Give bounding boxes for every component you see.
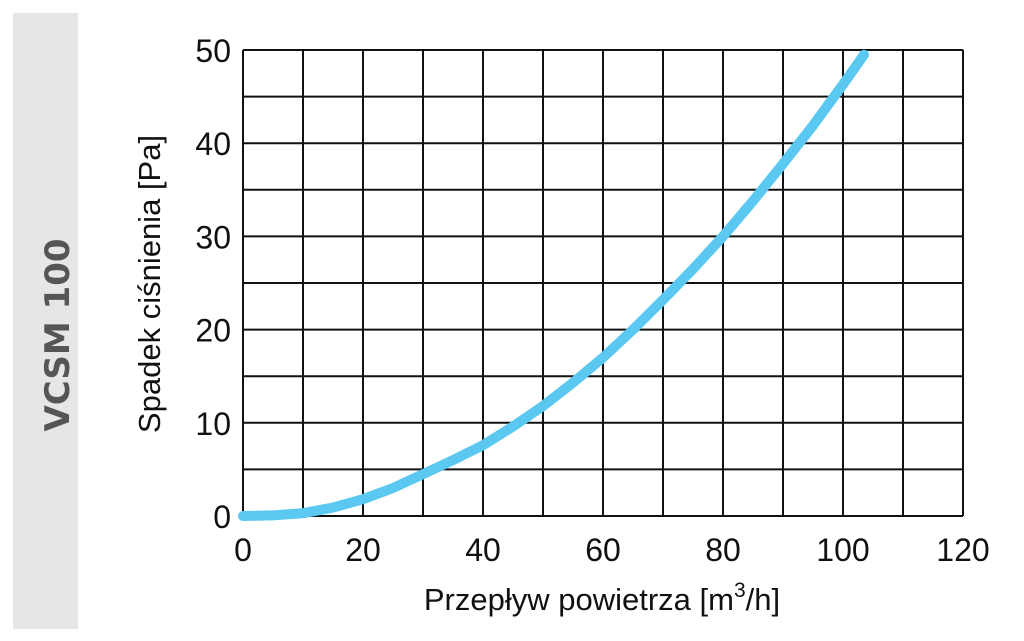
y-tick-label: 30 bbox=[195, 219, 231, 255]
x-axis-label-main: Przepływ powietrza [m bbox=[424, 582, 734, 617]
x-tick-label: 80 bbox=[705, 532, 741, 568]
x-tick-label: 40 bbox=[465, 532, 501, 568]
x-axis-label-sup: 3 bbox=[734, 579, 746, 602]
y-tick-labels: 0 10 20 30 40 50 bbox=[195, 33, 231, 535]
y-tick-label: 20 bbox=[195, 313, 231, 349]
y-axis-label: Spadek ciśnienia [Pa] bbox=[132, 135, 167, 433]
side-label-band: VCSM 100 bbox=[13, 13, 78, 629]
x-tick-label: 120 bbox=[936, 532, 989, 568]
chart-grid bbox=[242, 49, 964, 517]
curve-layer bbox=[238, 49, 869, 521]
x-tick-label: 0 bbox=[234, 532, 252, 568]
y-tick-label: 50 bbox=[195, 33, 231, 69]
y-tick-label: 10 bbox=[195, 406, 231, 442]
x-tick-labels: 0 20 40 60 80 100 120 bbox=[234, 532, 990, 568]
x-tick-label: 100 bbox=[816, 532, 869, 568]
x-axis-label: Przepływ powietrza [m3/h] bbox=[424, 579, 780, 617]
x-axis-label-end: /h] bbox=[746, 582, 780, 617]
y-tick-label: 0 bbox=[213, 499, 231, 535]
x-tick-label: 20 bbox=[345, 532, 381, 568]
y-tick-label: 40 bbox=[195, 126, 231, 162]
x-tick-label: 60 bbox=[585, 532, 621, 568]
pressure-drop-curve bbox=[238, 49, 869, 521]
